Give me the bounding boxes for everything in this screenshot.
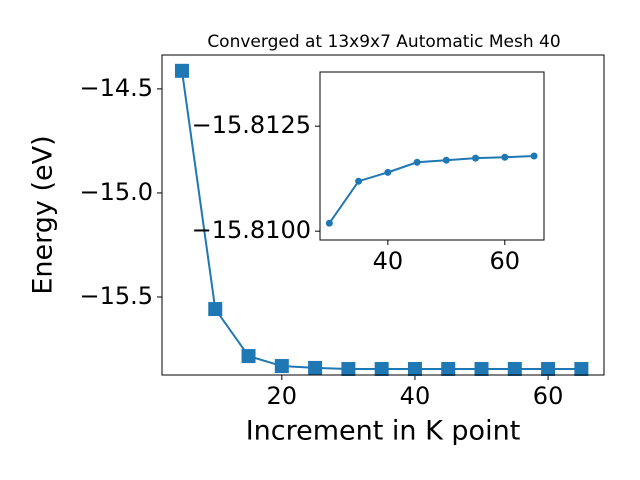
x-tick-label: 40	[373, 247, 404, 275]
plot-area	[320, 72, 544, 240]
data-point	[241, 349, 256, 364]
x-axis-label: Increment in K point	[246, 416, 521, 447]
data-point	[574, 361, 589, 376]
data-line	[328, 155, 535, 224]
x-tick-label: 20	[267, 382, 298, 410]
data-point	[208, 302, 223, 317]
chart-title: Converged at 13x9x7 Automatic Mesh 40	[207, 32, 560, 52]
y-tick-label: −15.0	[79, 178, 153, 206]
data-point	[355, 177, 363, 185]
x-tick-label: 60	[533, 382, 564, 410]
plot-frame	[161, 54, 605, 376]
x-tick-label: 60	[490, 247, 521, 275]
plot-frame	[319, 71, 545, 241]
data-point	[374, 361, 389, 376]
data-point	[501, 153, 509, 161]
data-point	[472, 154, 480, 162]
data-point	[474, 361, 489, 376]
data-point	[407, 361, 422, 376]
data-point	[325, 219, 333, 227]
y-tick-label: −15.8100	[192, 216, 311, 244]
data-point	[174, 63, 189, 78]
data-point	[341, 361, 356, 376]
data-point	[530, 152, 538, 160]
data-point	[441, 361, 456, 376]
y-tick-label: −14.5	[79, 74, 153, 102]
data-point	[274, 359, 289, 374]
data-point	[308, 360, 323, 375]
y-axis-label: Energy (eV)	[28, 135, 59, 294]
data-point	[442, 156, 450, 164]
data-point	[541, 361, 556, 376]
x-tick-label: 40	[400, 382, 431, 410]
data-point	[507, 361, 522, 376]
y-tick-label: −15.5	[79, 282, 153, 310]
y-tick-label: −15.8125	[192, 111, 311, 139]
data-point	[384, 168, 392, 176]
data-point	[413, 158, 421, 166]
